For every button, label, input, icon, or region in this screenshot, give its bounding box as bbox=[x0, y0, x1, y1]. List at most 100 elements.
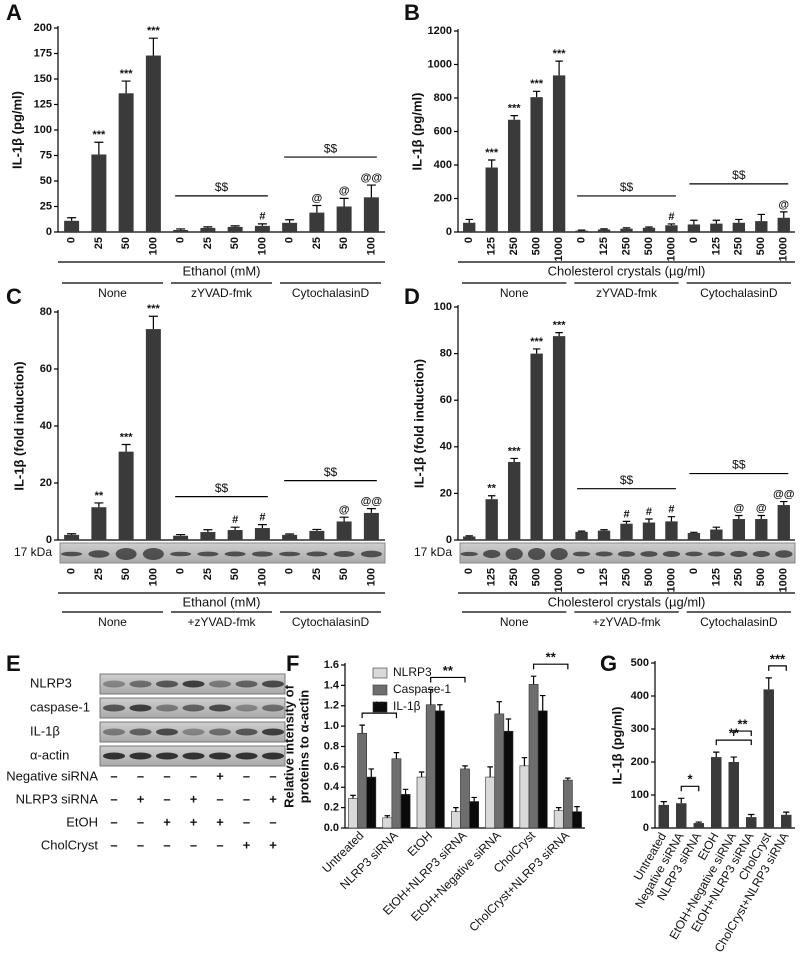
error-bar bbox=[465, 535, 473, 537]
x-tick-label: 50 bbox=[120, 237, 132, 249]
bracket-label: $$ bbox=[215, 481, 229, 495]
lane-sign: – bbox=[110, 837, 117, 852]
bracket bbox=[768, 665, 787, 671]
y-tick-label: 100 bbox=[34, 124, 52, 136]
error-bar bbox=[418, 771, 425, 778]
blot-band bbox=[129, 704, 152, 712]
panel-letter: D bbox=[404, 284, 420, 309]
error-bar bbox=[148, 37, 158, 56]
group-label: CytochalasinD bbox=[700, 286, 778, 300]
error-bar bbox=[285, 533, 295, 535]
y-axis-label: IL-1β (fold induction) bbox=[11, 361, 26, 490]
error-bar bbox=[393, 752, 400, 759]
lane-sign: – bbox=[110, 791, 117, 806]
legend-label: IL-1β bbox=[393, 699, 421, 713]
blot-band bbox=[235, 680, 258, 688]
bracket-label: $$ bbox=[732, 458, 746, 472]
error-bar bbox=[690, 219, 698, 225]
lane-sign: + bbox=[269, 791, 277, 806]
error-bar bbox=[600, 228, 608, 230]
blot-band bbox=[156, 704, 178, 712]
bar bbox=[528, 684, 539, 829]
significance: # bbox=[259, 211, 265, 223]
y-tick-label: 20 bbox=[440, 487, 452, 499]
y-tick-label: 1.4 bbox=[324, 679, 340, 691]
error-bar bbox=[600, 529, 608, 531]
bar bbox=[537, 710, 548, 829]
error-bar bbox=[667, 516, 676, 522]
significance: ** bbox=[95, 490, 104, 502]
x-tick-label: 25 bbox=[93, 568, 105, 580]
group-label: +zYVAD-fmk bbox=[187, 615, 256, 629]
error-bar bbox=[453, 807, 459, 812]
error-bar bbox=[339, 197, 349, 207]
bar bbox=[254, 528, 270, 540]
error-bar bbox=[712, 219, 721, 224]
lane-sign: – bbox=[243, 791, 250, 806]
group-label: +zYVAD-fmk bbox=[592, 615, 661, 629]
panel-letter: G bbox=[600, 651, 617, 676]
error-bar bbox=[366, 508, 376, 513]
blot-band bbox=[262, 728, 284, 736]
significance: *** bbox=[485, 147, 499, 159]
lane-sign: + bbox=[216, 814, 224, 829]
blot-band bbox=[685, 551, 703, 557]
y-tick-label: 0 bbox=[643, 822, 649, 834]
blot-band bbox=[662, 551, 681, 557]
x-tick-label: 125 bbox=[486, 237, 498, 255]
y-tick-label: 300 bbox=[631, 723, 649, 735]
lane-sign: + bbox=[137, 791, 145, 806]
bar bbox=[173, 535, 189, 540]
error-bar bbox=[427, 688, 434, 705]
error-bar bbox=[539, 694, 546, 711]
significance: *** bbox=[508, 445, 522, 457]
lane-sign: – bbox=[110, 768, 117, 783]
blot-band bbox=[527, 548, 546, 560]
bar bbox=[755, 221, 768, 232]
error-bar bbox=[645, 226, 653, 228]
significance: *** bbox=[120, 431, 134, 443]
error-bar bbox=[176, 533, 186, 536]
blot-band bbox=[182, 704, 205, 712]
error-bar bbox=[735, 514, 743, 520]
bar bbox=[118, 93, 134, 232]
bracket bbox=[430, 676, 466, 683]
y-axis-label: IL-1β (pg/ml) bbox=[409, 93, 424, 171]
lane-sign: + bbox=[269, 837, 277, 852]
y-tick-label: 150 bbox=[34, 73, 52, 85]
blot-band bbox=[224, 551, 246, 557]
error-bar bbox=[521, 757, 528, 766]
error-bar bbox=[695, 821, 702, 824]
bracket bbox=[532, 663, 569, 670]
significance: @@ bbox=[773, 488, 795, 500]
y-tick-label: 50 bbox=[40, 175, 52, 187]
bar bbox=[463, 222, 476, 232]
significance: @ bbox=[339, 504, 350, 516]
error-bar bbox=[465, 218, 473, 223]
x-tick-label: 125 bbox=[598, 568, 610, 586]
error-bar bbox=[622, 227, 631, 229]
lane-sign: – bbox=[137, 814, 144, 829]
y-tick-label: 0 bbox=[446, 226, 452, 238]
blot-band bbox=[235, 752, 258, 760]
y-tick-label: 1200 bbox=[428, 25, 452, 37]
x-tick-label: 1000 bbox=[665, 568, 677, 592]
error-bar bbox=[735, 218, 743, 223]
significance: *** bbox=[120, 68, 134, 80]
bar bbox=[391, 758, 402, 829]
significance: # bbox=[668, 504, 674, 516]
bar bbox=[552, 336, 566, 540]
x-tick-label: 0 bbox=[284, 237, 296, 243]
lane-sign: – bbox=[243, 768, 250, 783]
significance: # bbox=[668, 211, 674, 223]
lane-sign: – bbox=[216, 837, 223, 852]
error-bar bbox=[574, 806, 580, 812]
bar bbox=[485, 167, 498, 232]
bar bbox=[434, 710, 445, 829]
blot-band bbox=[156, 680, 178, 688]
lane-sign: + bbox=[190, 814, 198, 829]
x-tick-label: 0 bbox=[66, 237, 78, 243]
x-tick-label: 100 bbox=[147, 568, 159, 586]
x-tick-label: 25 bbox=[202, 568, 214, 580]
bar bbox=[494, 713, 505, 829]
